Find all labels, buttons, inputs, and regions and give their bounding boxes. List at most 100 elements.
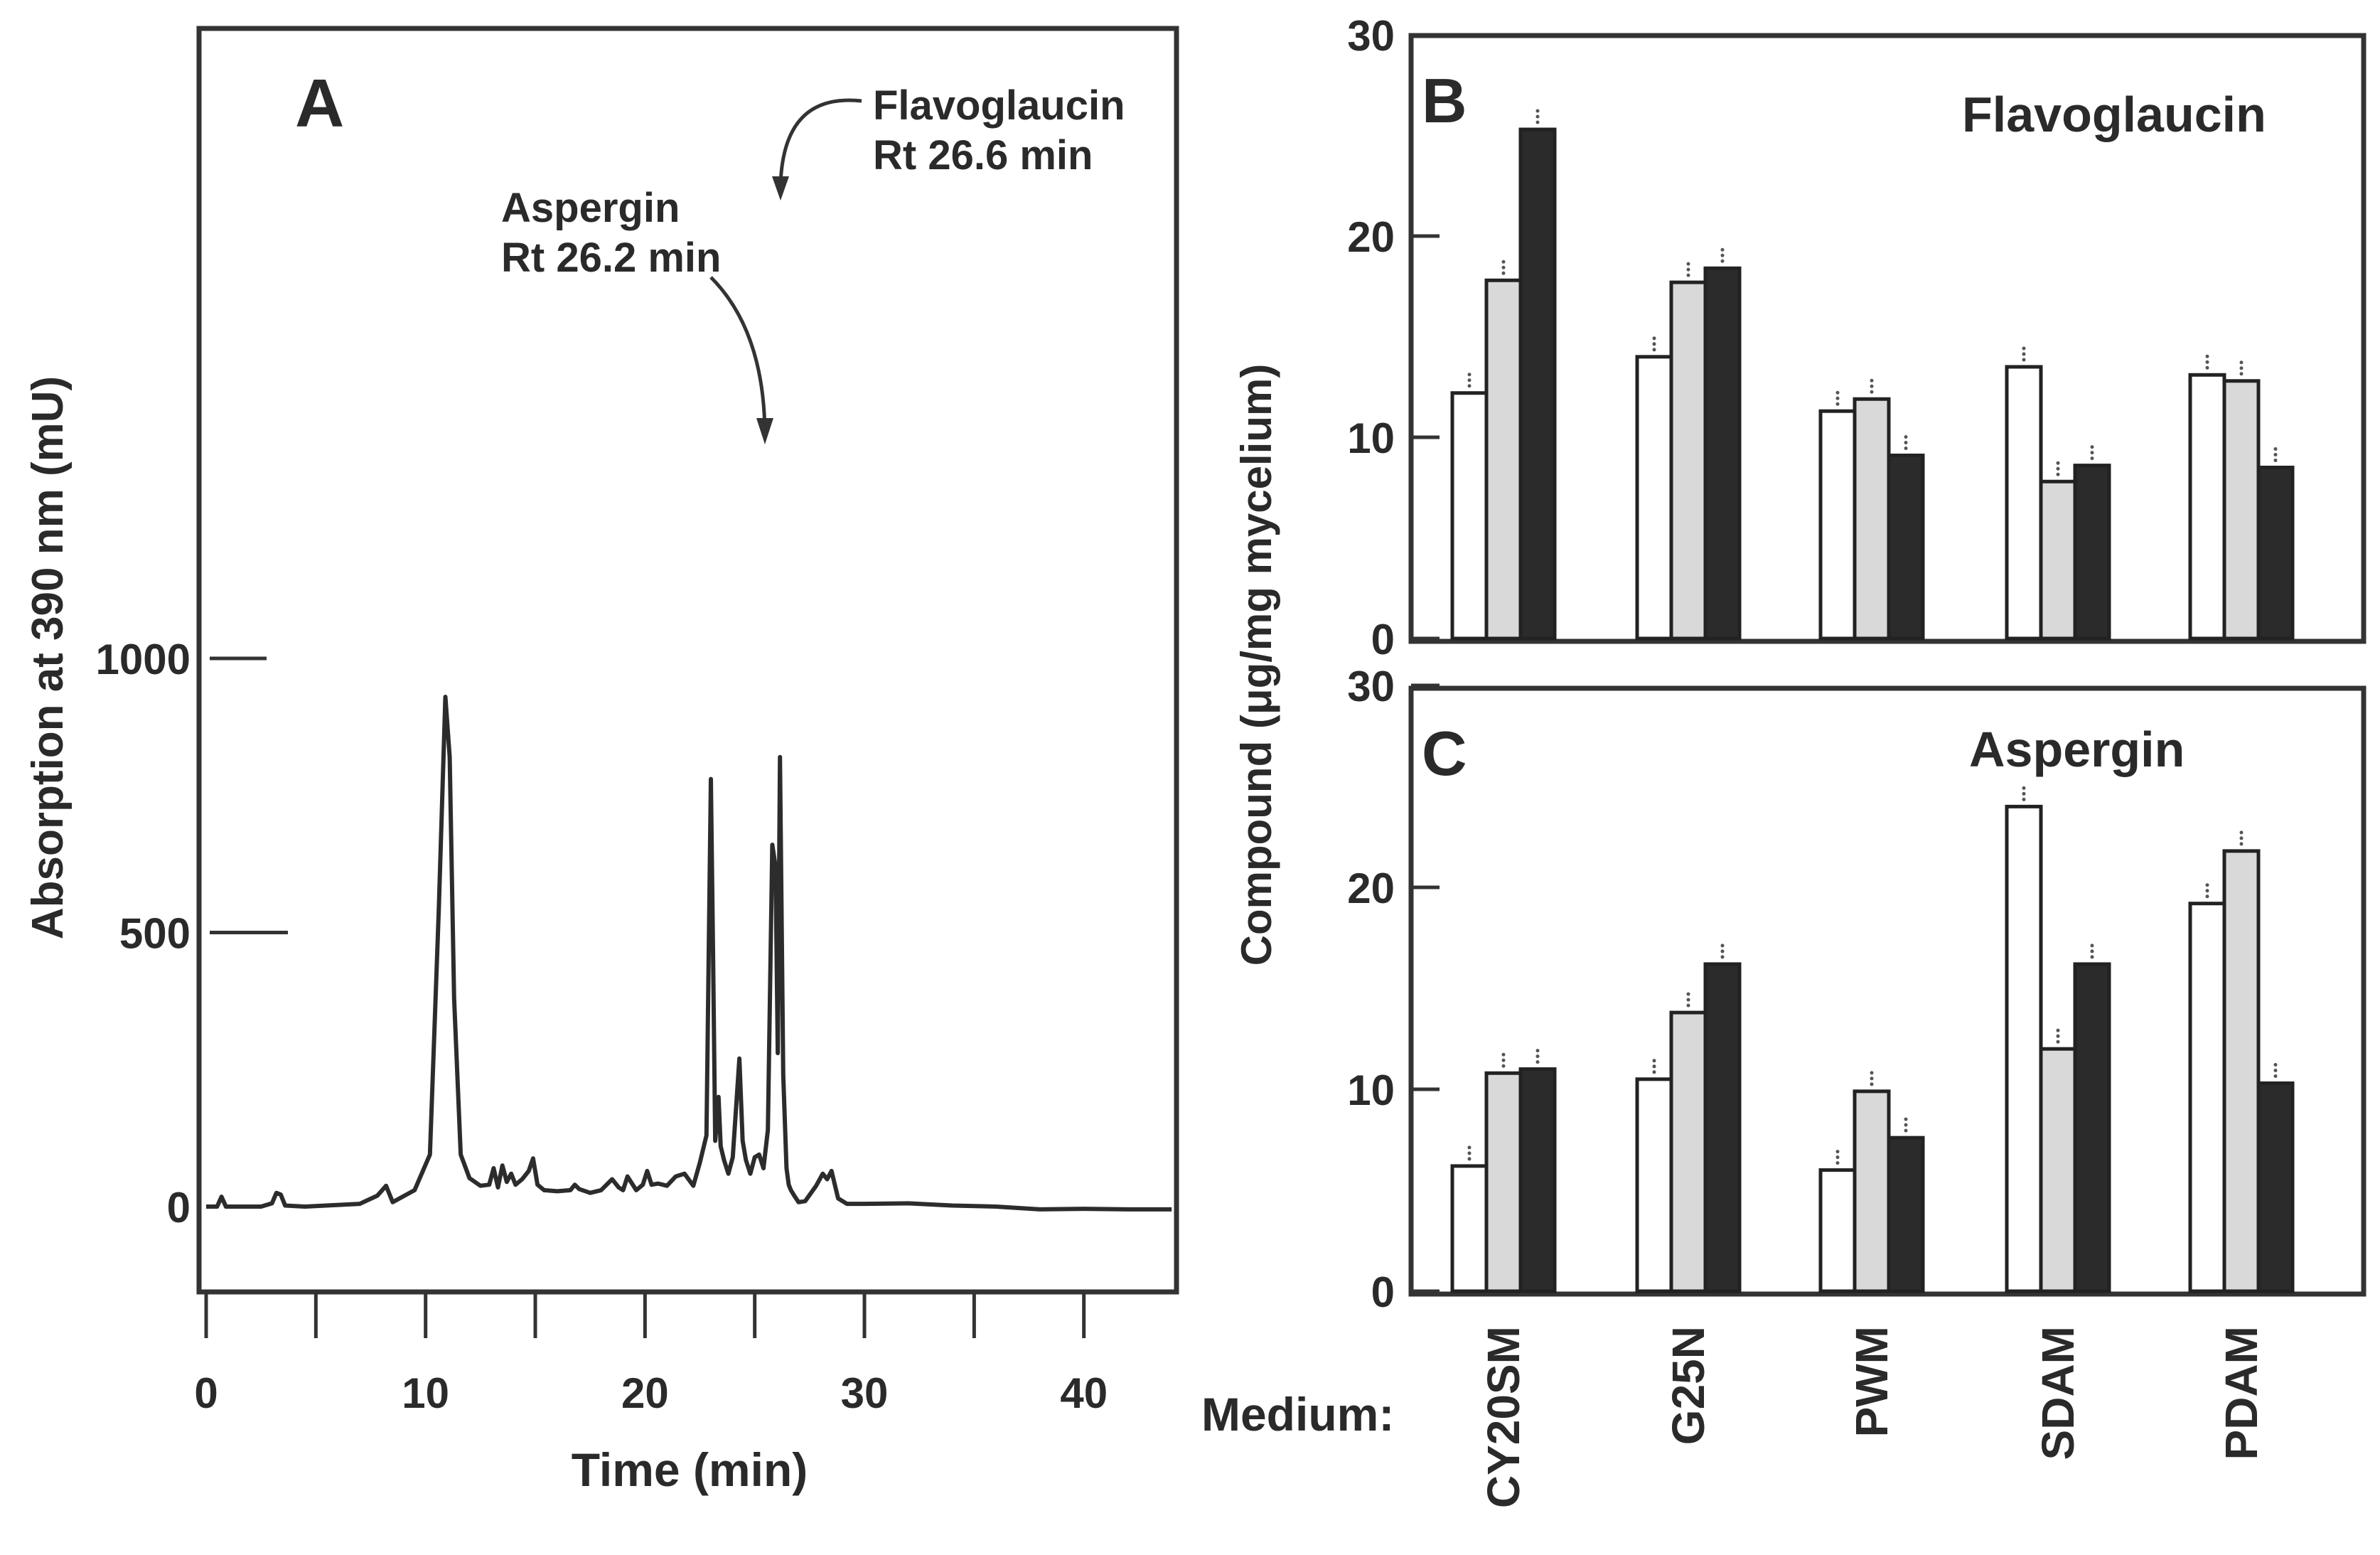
bar-g25n-s2: [1669, 1010, 1708, 1293]
error-dot: [2022, 346, 2026, 351]
bar-y-tick-label: 10: [1347, 415, 1395, 462]
error-dot: [1467, 373, 1472, 377]
bar-panel-c: C Aspergin 0 10 20 30: [1347, 663, 2366, 1316]
error-dot: [2205, 889, 2209, 893]
bar-y-tick-label: 0: [1371, 616, 1395, 663]
bar-pdam-s1: [2188, 373, 2226, 641]
error-dot: [1720, 955, 1725, 959]
error-dot: [1535, 120, 1540, 124]
error-dot: [2239, 836, 2244, 840]
category-label-sdam: SDAM: [2032, 1326, 2084, 1460]
error-dot: [1501, 1058, 1506, 1062]
error-dot: [2022, 352, 2026, 356]
bar-pdam-s1: [2188, 902, 2226, 1293]
error-dot: [1535, 1049, 1540, 1053]
bar-g25n-s3: [1703, 266, 1742, 641]
error-dot: [1904, 1128, 1908, 1133]
bar-pdam-s3: [2256, 1081, 2295, 1293]
error-dot: [1686, 998, 1690, 1002]
error-dot: [1720, 253, 1725, 257]
bar-sdam-s1: [2005, 365, 2043, 641]
error-dot: [1501, 265, 1506, 269]
error-dot: [2090, 944, 2094, 948]
error-dot: [1720, 247, 1725, 252]
error-dot: [1870, 390, 1874, 394]
panel-a-frame: [196, 26, 1179, 1295]
panel-a-y-axis-label: Absorption at 390 nm (mU): [23, 376, 73, 939]
bar-y-tick-label: 0: [1371, 1268, 1395, 1316]
bar-pwm-s2: [1853, 1089, 1891, 1293]
error-dot: [1652, 1064, 1656, 1069]
bar-sdam-s3: [2073, 464, 2111, 641]
bar-y-tick-label: 20: [1347, 865, 1395, 912]
error-dot: [2205, 365, 2209, 370]
bar-y-tick-label: 30: [1347, 663, 1395, 710]
panel-c-bars: [1450, 786, 2295, 1293]
error-dot: [1835, 396, 1840, 400]
error-dot: [1904, 446, 1908, 450]
panel-a-y-tick-label: 500: [119, 910, 191, 958]
error-dot: [1467, 378, 1472, 383]
bar-pwm-s1: [1818, 1168, 1857, 1293]
bar-g25n-s2: [1669, 280, 1708, 641]
error-dot: [1904, 440, 1908, 444]
error-dot: [1870, 1082, 1874, 1086]
category-label-pwm: PWM: [1846, 1326, 1897, 1437]
bar-pdam-s3: [2256, 465, 2295, 641]
error-dot: [2239, 366, 2244, 370]
error-dot: [1686, 267, 1690, 272]
error-dot: [2273, 447, 2278, 451]
panel-a-y-ticks: 0 500 1000: [96, 636, 288, 1231]
bar-cy20sm-s1: [1450, 391, 1489, 641]
panel-c-frame: [1408, 685, 2366, 1297]
chromatogram-trace: [206, 695, 1172, 1212]
bar-pwm-s3: [1887, 453, 1925, 641]
error-dot: [2239, 830, 2244, 835]
error-dot: [1720, 944, 1725, 948]
error-dot: [1904, 434, 1908, 439]
panel-a-x-tick-label: 40: [1060, 1369, 1108, 1417]
error-dot: [1501, 271, 1506, 275]
bar-pwm-s1: [1818, 409, 1857, 641]
panel-a-y-tick-label: 0: [167, 1184, 191, 1231]
error-dot: [1501, 1064, 1506, 1068]
chromatogram-panel-a: A 0 500 1000 0 10 20 30 40 Aspergin Rt 26.2 mi…: [23, 26, 1179, 1496]
error-dot: [2273, 1068, 2278, 1072]
error-dot: [1501, 260, 1506, 264]
error-dot: [2273, 452, 2278, 456]
flavoglaucin-rt-label: Rt 26.6 min: [873, 132, 1093, 178]
error-dot: [2056, 461, 2060, 465]
bar-panel-b: B Flavoglaucin 0 10 20 30: [1347, 12, 2366, 663]
error-dot: [2022, 358, 2026, 362]
error-dot: [2239, 360, 2244, 365]
error-dot: [1686, 1003, 1690, 1008]
error-dot: [2022, 791, 2026, 796]
aspergin-label: Aspergin: [501, 185, 680, 231]
error-dot: [1904, 1123, 1908, 1127]
error-dot: [1904, 1117, 1908, 1121]
error-dot: [1870, 384, 1874, 388]
panel-a-letter: A: [295, 65, 344, 141]
error-dot: [2090, 955, 2094, 959]
error-dot: [1467, 1151, 1472, 1155]
error-dot: [2090, 451, 2094, 455]
error-dot: [1686, 992, 1690, 996]
error-dot: [1835, 1161, 1840, 1165]
error-dot: [1870, 1071, 1874, 1075]
category-label-g25n: G25N: [1663, 1326, 1714, 1445]
aspergin-arrow-head: [756, 418, 773, 444]
panel-a-x-tick-label: 0: [194, 1369, 218, 1417]
error-dot: [2056, 1040, 2060, 1044]
error-dot: [1467, 1157, 1472, 1161]
error-dot: [1720, 259, 1725, 263]
error-dot: [1535, 1060, 1540, 1064]
aspergin-arrow-line: [709, 276, 767, 434]
error-dot: [2239, 842, 2244, 846]
bar-y-tick-label: 30: [1347, 12, 1395, 60]
flavoglaucin-arrow-line: [778, 98, 862, 186]
bar-pdam-s2: [2222, 379, 2261, 641]
error-dot: [1535, 114, 1540, 119]
bar-y-tick-label: 20: [1347, 213, 1395, 261]
bar-cy20sm-s1: [1450, 1164, 1489, 1293]
